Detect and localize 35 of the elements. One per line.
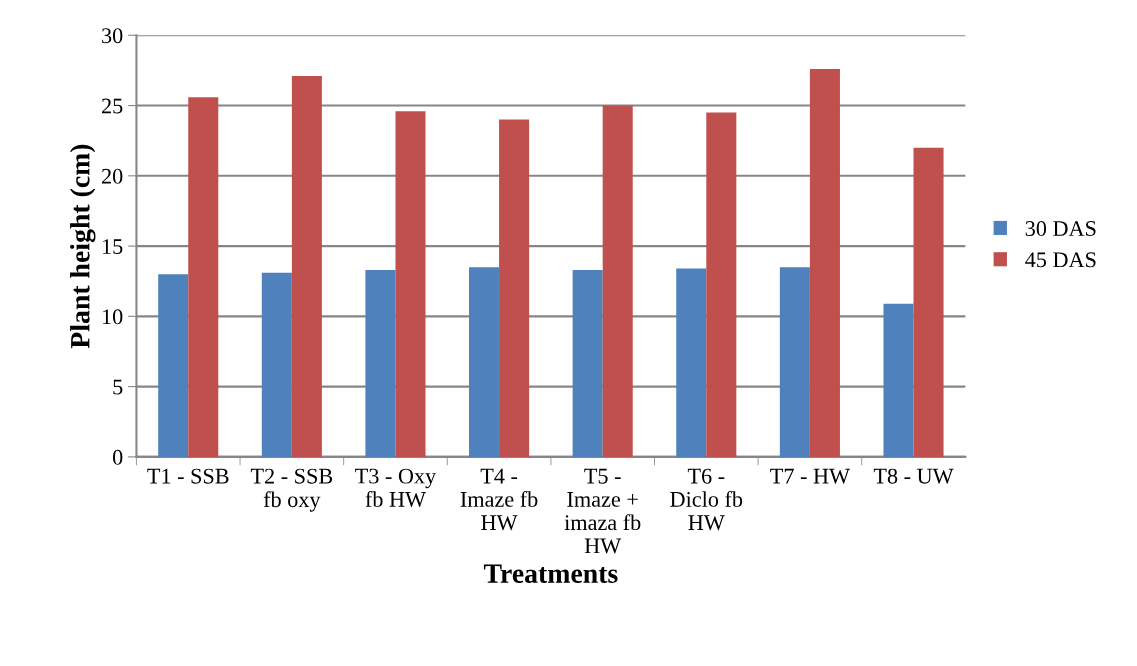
- bar: [913, 147, 944, 457]
- bar: [809, 69, 840, 457]
- x-tick-label: T6 - Diclo fb HW: [670, 468, 743, 531]
- y-axis-title: Plant height (cm): [70, 144, 96, 349]
- x-tick-label: T2 - SSB fb oxy: [250, 468, 333, 512]
- legend-label: 30 DAS: [1025, 221, 1096, 237]
- bar: [365, 269, 396, 457]
- bar: [395, 111, 426, 457]
- bar: [469, 267, 500, 457]
- y-tick-label: 30: [102, 28, 123, 44]
- bar: [779, 267, 810, 457]
- bar: [499, 119, 530, 457]
- y-tick-label: 0: [112, 449, 123, 465]
- x-tick-label: T7 - HW: [770, 468, 850, 484]
- bar: [158, 274, 189, 457]
- bar: [572, 269, 603, 457]
- y-tick-label: 5: [113, 379, 123, 395]
- legend-label: 45 DAS: [1025, 252, 1096, 268]
- bar: [261, 272, 292, 457]
- y-tick-label: 10: [102, 309, 123, 325]
- x-axis-title: Treatments: [483, 564, 618, 583]
- y-tick-label: 20: [102, 168, 123, 184]
- bar: [291, 76, 322, 457]
- x-tick-label: T4 - Imaze fb HW: [460, 468, 538, 531]
- x-tick-label: T5 - Imaze + imaza fb HW: [564, 468, 641, 554]
- x-tick-label: T3 - Oxy fb HW: [355, 468, 437, 507]
- bar: [676, 268, 707, 457]
- y-tick-label: 15: [102, 239, 123, 255]
- x-tick-label: T1 - SSB: [147, 468, 229, 484]
- bar: [883, 303, 914, 457]
- bar: [602, 105, 633, 457]
- x-tick-label: T8 - UW: [873, 468, 954, 484]
- y-tick-label: 25: [102, 98, 123, 114]
- bar: [706, 112, 737, 457]
- bar: [188, 97, 219, 457]
